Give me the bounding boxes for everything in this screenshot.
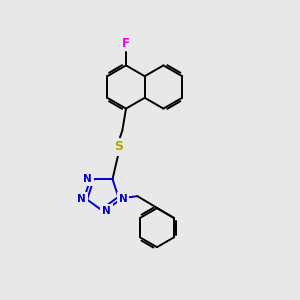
Text: N: N bbox=[77, 194, 86, 204]
Text: N: N bbox=[83, 174, 92, 184]
Text: S: S bbox=[114, 140, 123, 153]
Text: F: F bbox=[122, 37, 130, 50]
Text: N: N bbox=[102, 206, 111, 216]
Text: N: N bbox=[119, 194, 128, 204]
